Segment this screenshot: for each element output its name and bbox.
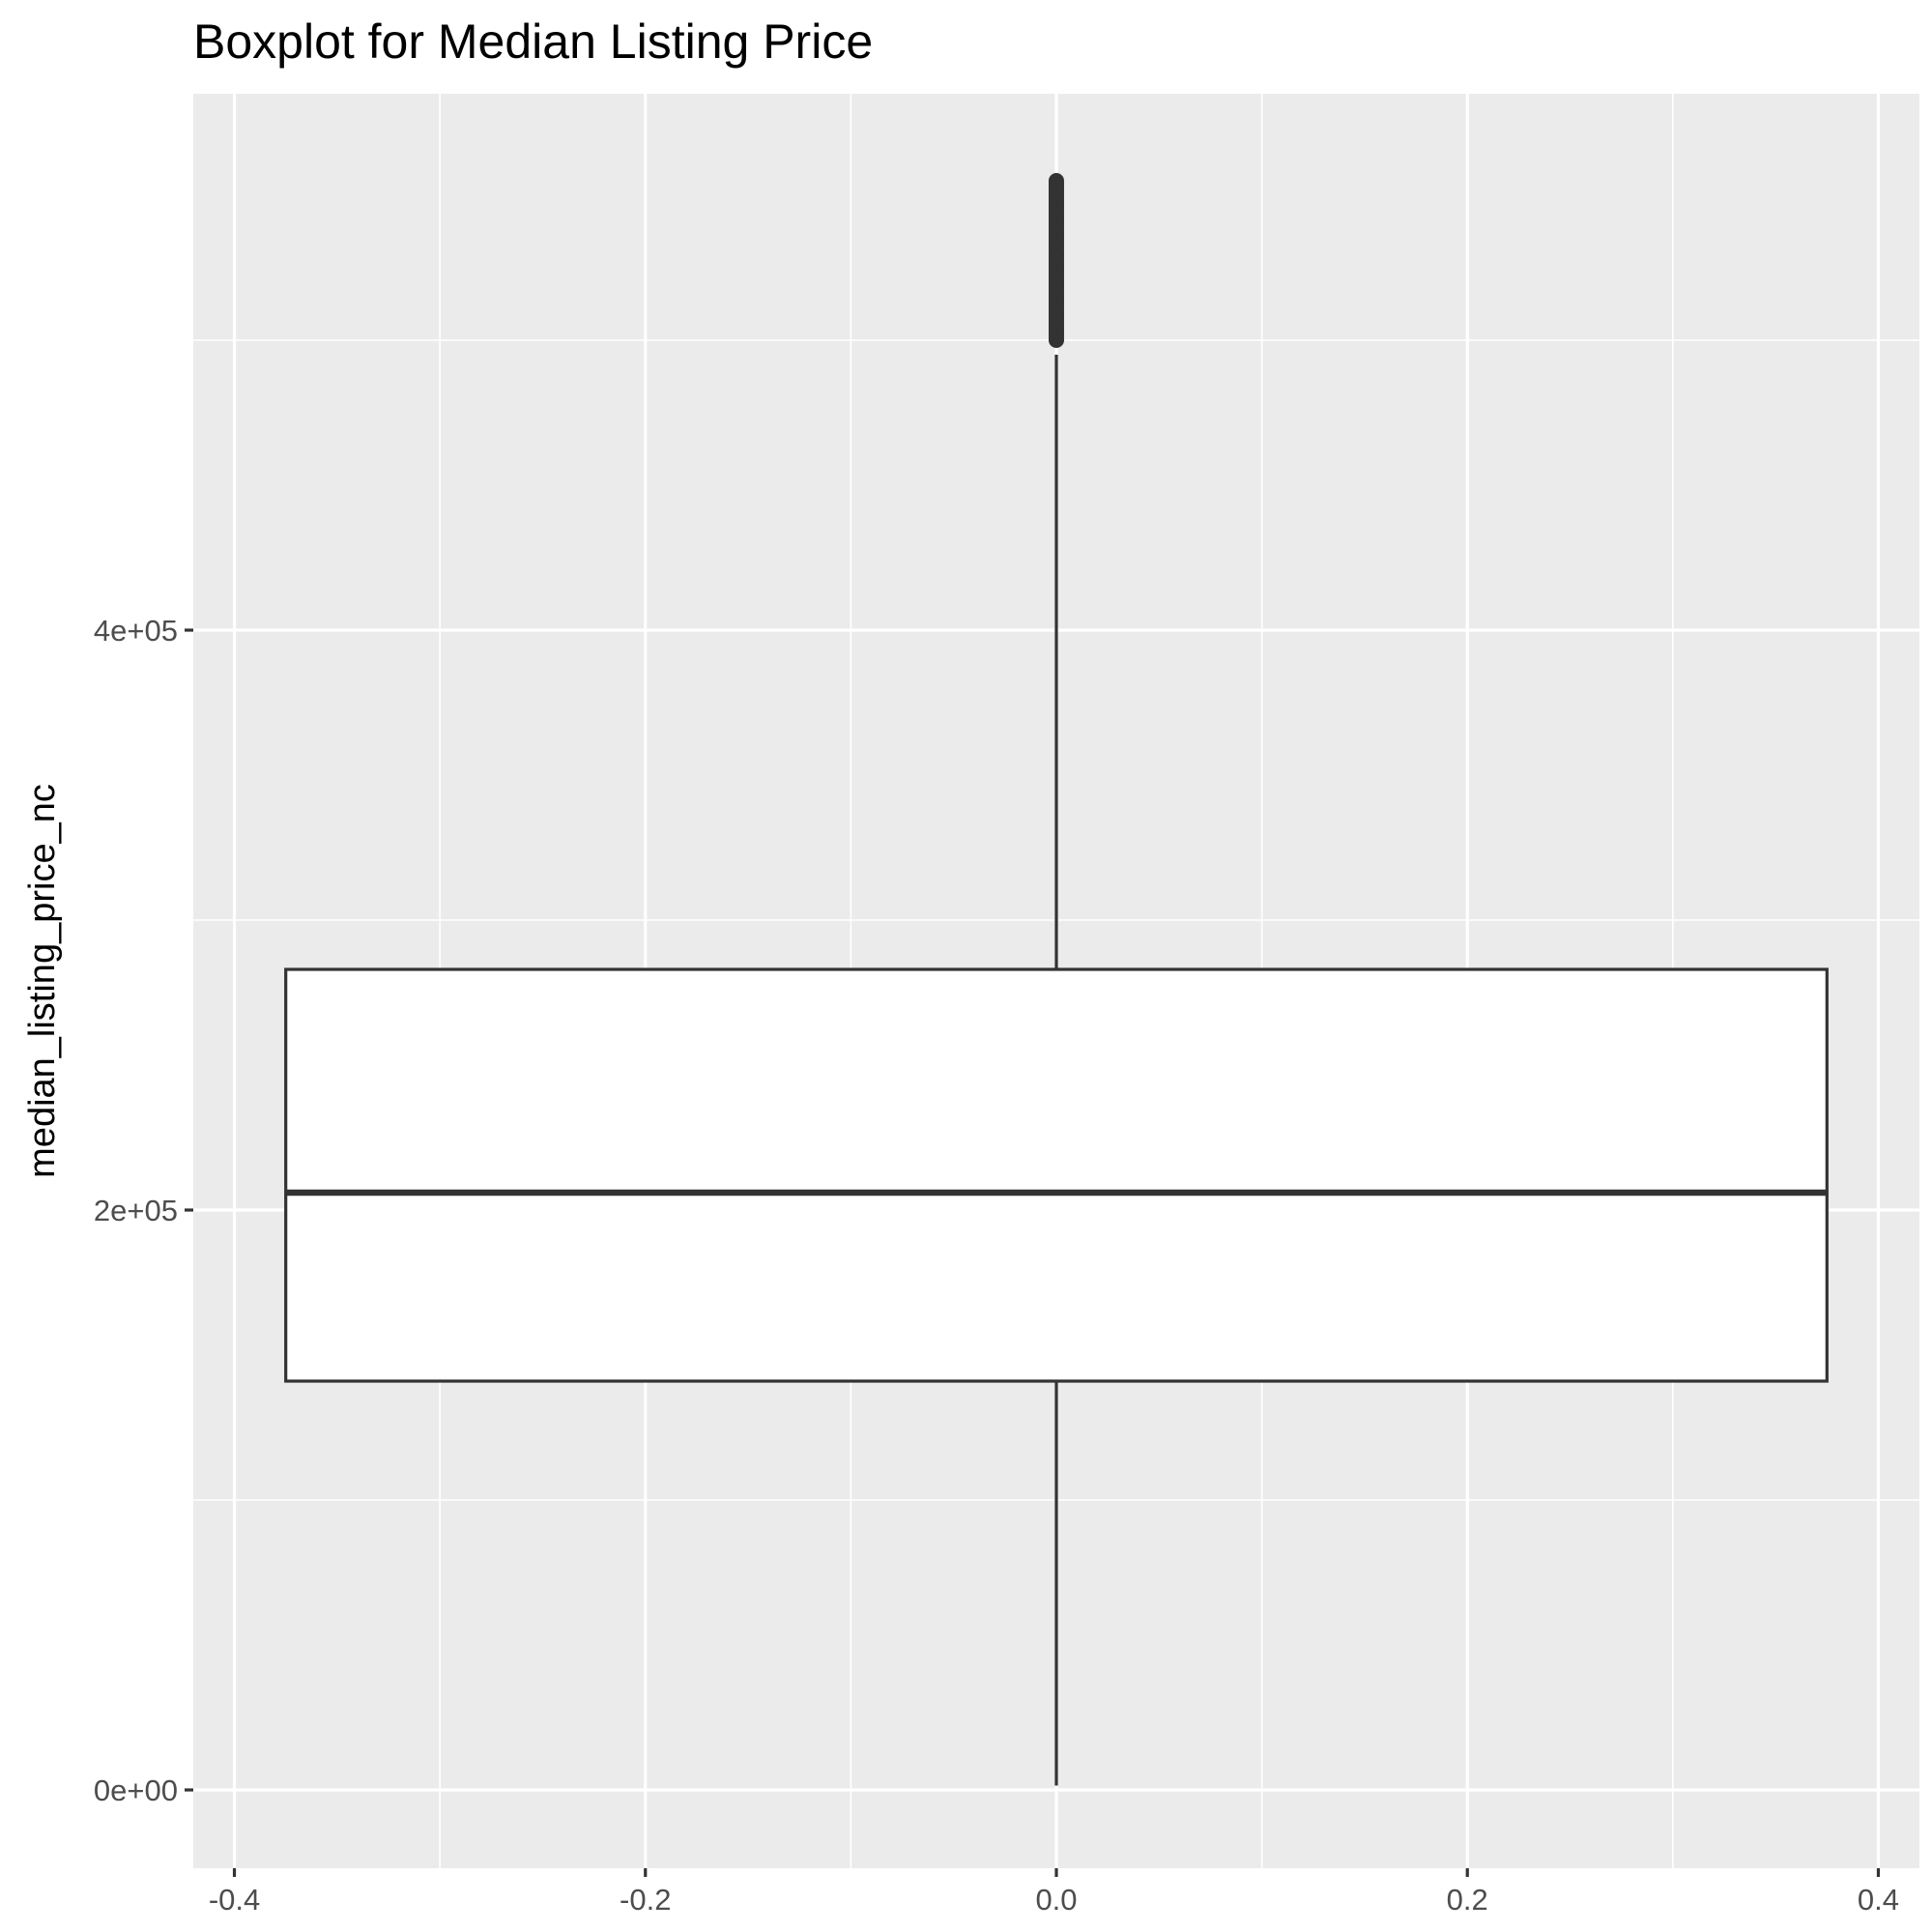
x-tick-label: 0.0: [1035, 1883, 1077, 1917]
y-tick-label: 2e+05: [94, 1194, 178, 1227]
x-tick-label: -0.4: [209, 1883, 260, 1917]
chart-title: Boxplot for Median Listing Price: [193, 14, 873, 69]
y-tick-label: 0e+00: [94, 1773, 178, 1807]
outlier-point: [1049, 173, 1064, 188]
iqr-box: [284, 967, 1829, 1383]
y-tick-label: 4e+05: [94, 614, 178, 648]
y-axis-title: median_listing_price_nc: [22, 784, 63, 1178]
x-tick-label: -0.2: [620, 1883, 671, 1917]
axes: 0e+00 2e+05 4e+05 -0.4 -0.2 0.0 0.2 0.4: [94, 614, 1899, 1917]
boxplot: [284, 173, 1829, 1786]
x-tick-label: 0.2: [1447, 1883, 1488, 1917]
x-tick-label: 0.4: [1858, 1883, 1899, 1917]
